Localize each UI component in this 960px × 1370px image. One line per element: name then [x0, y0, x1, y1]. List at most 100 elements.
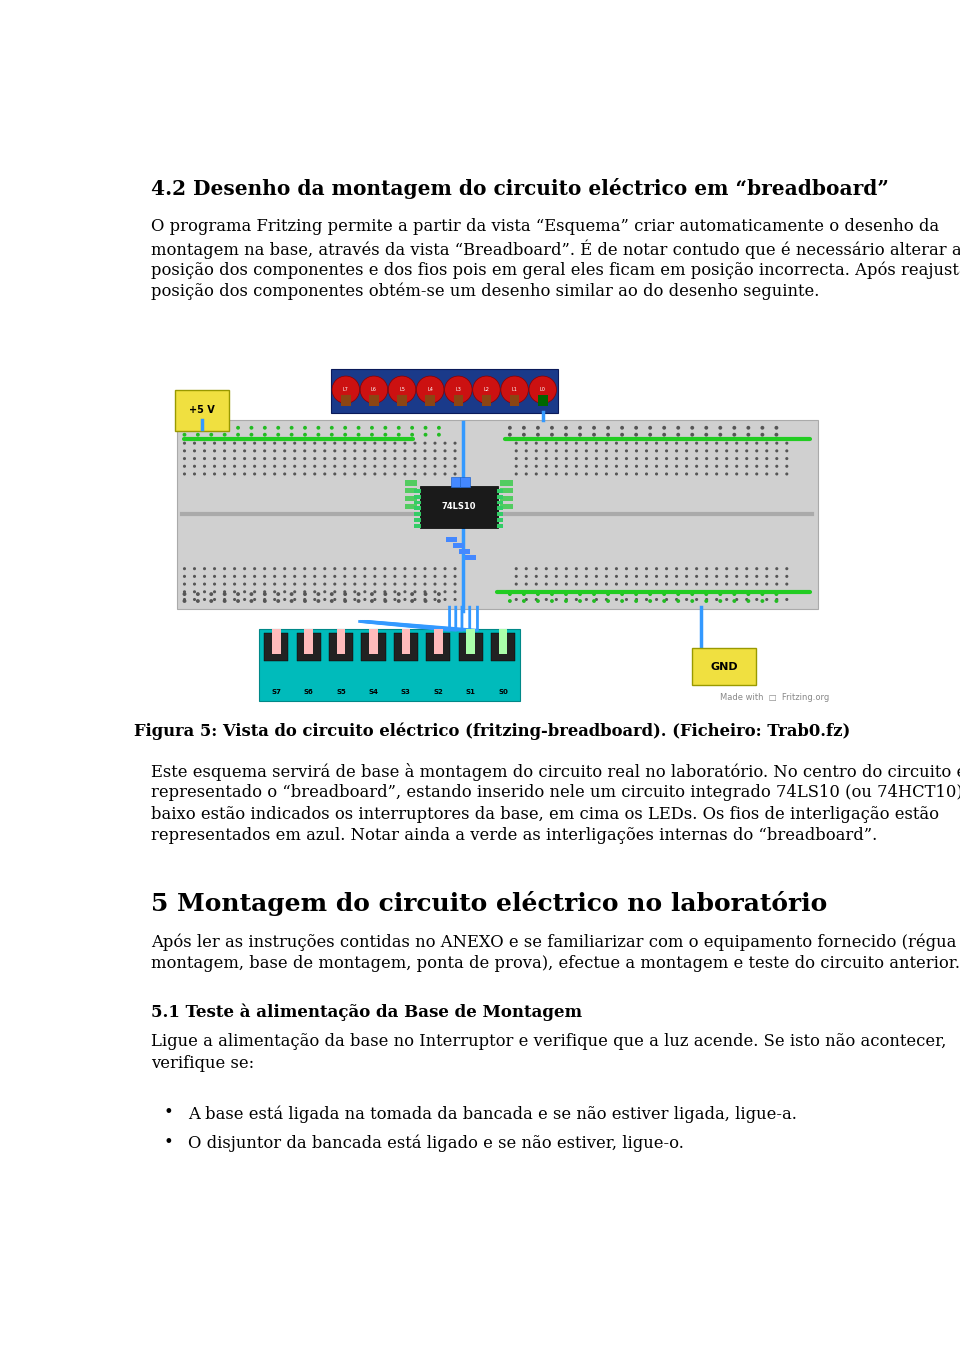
Circle shape: [324, 575, 326, 578]
Circle shape: [605, 441, 608, 445]
Circle shape: [373, 575, 376, 578]
Circle shape: [373, 449, 376, 452]
Circle shape: [685, 449, 688, 452]
Circle shape: [635, 590, 638, 593]
Circle shape: [695, 441, 698, 445]
Circle shape: [525, 597, 528, 601]
Circle shape: [735, 464, 738, 467]
Text: S2: S2: [433, 689, 444, 695]
Circle shape: [606, 592, 610, 596]
Circle shape: [236, 426, 240, 430]
Circle shape: [756, 567, 758, 570]
Circle shape: [595, 590, 598, 593]
Circle shape: [535, 590, 538, 593]
Circle shape: [695, 590, 698, 593]
Circle shape: [595, 582, 598, 585]
Circle shape: [253, 575, 256, 578]
Circle shape: [263, 473, 266, 475]
Circle shape: [403, 567, 406, 570]
Circle shape: [333, 567, 336, 570]
Circle shape: [423, 433, 427, 437]
Circle shape: [213, 441, 216, 445]
Circle shape: [313, 464, 316, 467]
Circle shape: [725, 473, 729, 475]
Circle shape: [276, 599, 280, 603]
Circle shape: [303, 433, 307, 437]
Circle shape: [410, 433, 414, 437]
Circle shape: [263, 458, 266, 460]
Circle shape: [715, 464, 718, 467]
Circle shape: [625, 441, 628, 445]
Circle shape: [585, 590, 588, 593]
Circle shape: [344, 449, 347, 452]
Circle shape: [193, 458, 196, 460]
Circle shape: [675, 458, 678, 460]
Circle shape: [417, 375, 444, 403]
Circle shape: [564, 441, 568, 445]
Circle shape: [715, 473, 718, 475]
Circle shape: [745, 449, 748, 452]
Circle shape: [290, 592, 294, 596]
Circle shape: [444, 458, 446, 460]
Circle shape: [575, 449, 578, 452]
Circle shape: [735, 582, 738, 585]
FancyBboxPatch shape: [415, 523, 420, 527]
Circle shape: [324, 597, 326, 601]
Circle shape: [745, 473, 748, 475]
Circle shape: [718, 433, 722, 437]
Circle shape: [515, 575, 517, 578]
Circle shape: [535, 441, 538, 445]
Circle shape: [635, 575, 638, 578]
Circle shape: [324, 449, 326, 452]
FancyBboxPatch shape: [497, 523, 503, 527]
Circle shape: [508, 599, 512, 603]
FancyBboxPatch shape: [497, 512, 503, 516]
Circle shape: [655, 464, 659, 467]
Circle shape: [363, 590, 367, 593]
Circle shape: [515, 597, 517, 601]
Circle shape: [662, 433, 666, 437]
Circle shape: [243, 464, 246, 467]
Circle shape: [363, 473, 367, 475]
Text: S6: S6: [303, 689, 314, 695]
Circle shape: [353, 464, 356, 467]
Circle shape: [515, 449, 517, 452]
Circle shape: [233, 473, 236, 475]
Circle shape: [705, 590, 708, 593]
Circle shape: [333, 441, 336, 445]
Circle shape: [263, 449, 266, 452]
Circle shape: [313, 575, 316, 578]
Circle shape: [595, 567, 598, 570]
Circle shape: [344, 458, 347, 460]
Circle shape: [233, 464, 236, 467]
Circle shape: [303, 575, 306, 578]
Circle shape: [676, 433, 680, 437]
Circle shape: [515, 567, 517, 570]
Circle shape: [183, 567, 186, 570]
Circle shape: [695, 582, 698, 585]
Circle shape: [585, 473, 588, 475]
Circle shape: [383, 599, 387, 603]
Circle shape: [444, 582, 446, 585]
Circle shape: [414, 441, 417, 445]
Text: 4.2 Desenho da montagem do circuito eléctrico em “breadboard”: 4.2 Desenho da montagem do circuito eléc…: [151, 178, 889, 199]
Circle shape: [344, 426, 348, 430]
Circle shape: [606, 433, 610, 437]
Circle shape: [373, 567, 376, 570]
Circle shape: [564, 590, 568, 593]
Circle shape: [695, 464, 698, 467]
Circle shape: [756, 464, 758, 467]
Text: •: •: [163, 1134, 173, 1149]
Circle shape: [515, 582, 517, 585]
Circle shape: [645, 464, 648, 467]
Circle shape: [344, 582, 347, 585]
Circle shape: [705, 582, 708, 585]
Circle shape: [525, 590, 528, 593]
Circle shape: [396, 599, 400, 603]
Circle shape: [536, 426, 540, 430]
FancyBboxPatch shape: [467, 629, 475, 653]
Circle shape: [685, 597, 688, 601]
Circle shape: [330, 599, 334, 603]
Circle shape: [243, 441, 246, 445]
Circle shape: [250, 433, 253, 437]
